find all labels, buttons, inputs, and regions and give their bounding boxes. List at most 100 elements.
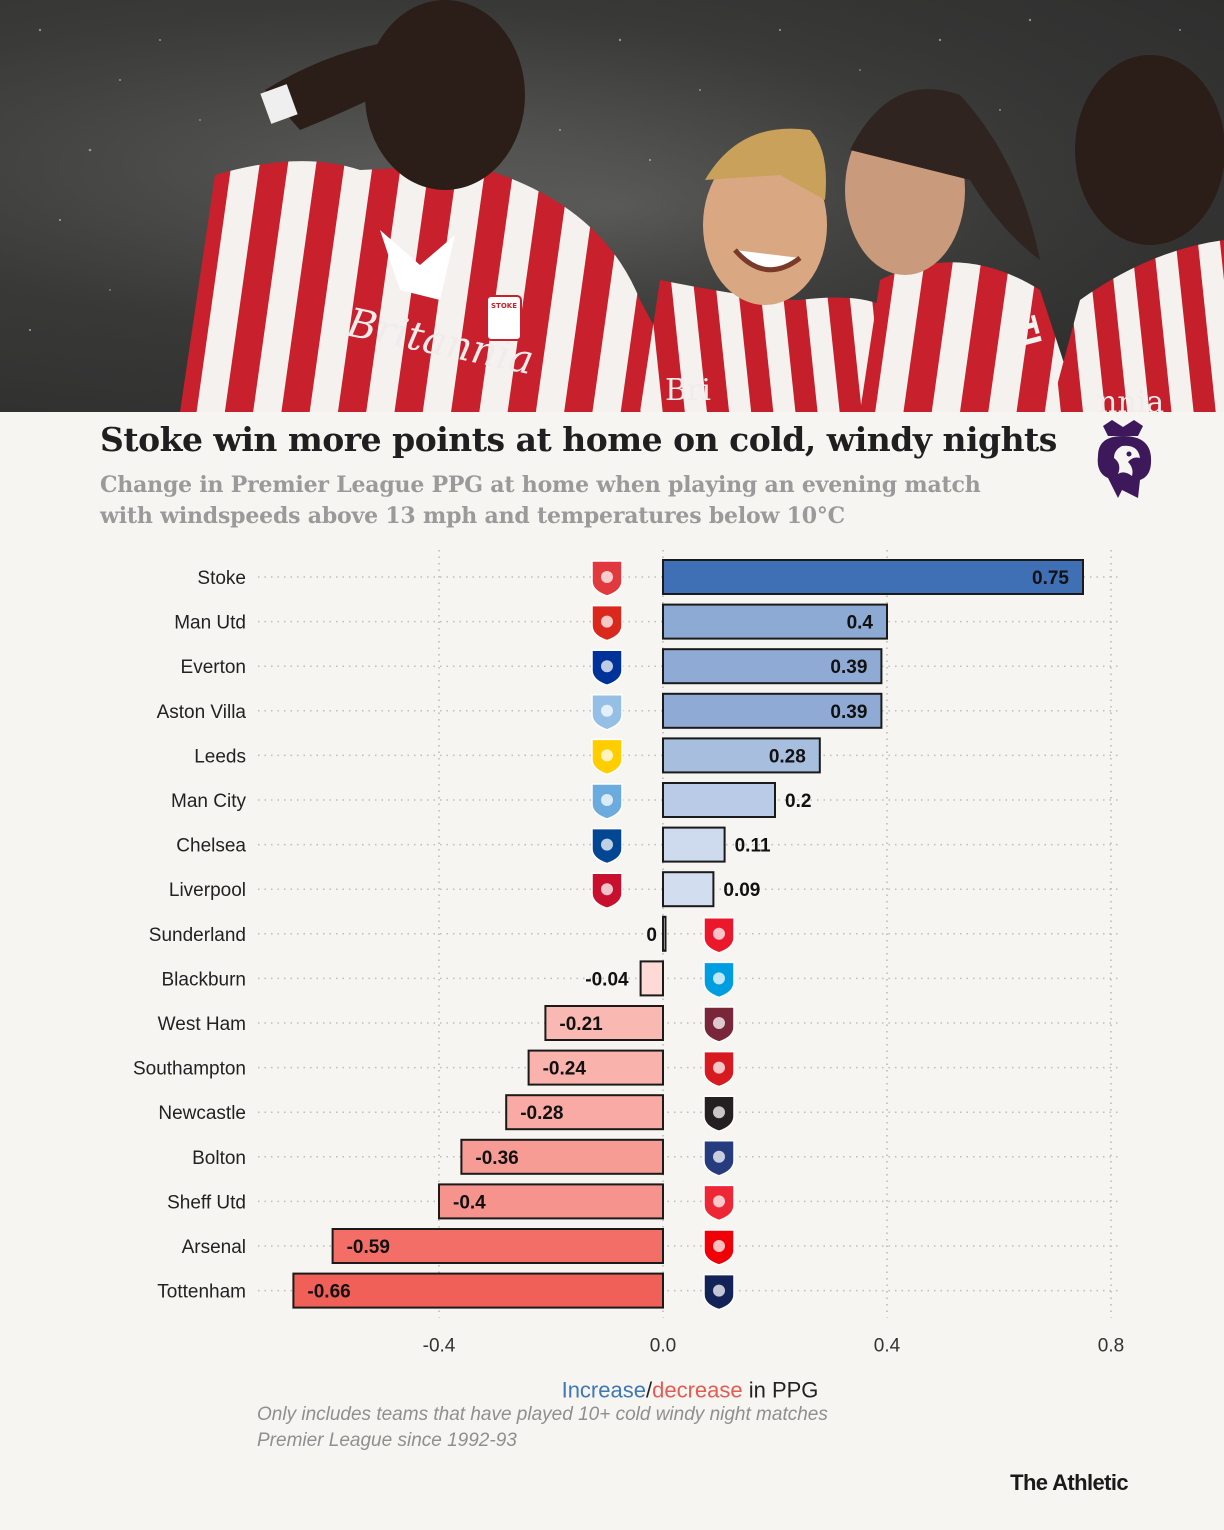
team-label: West Ham: [158, 1014, 246, 1035]
team-label: Aston Villa: [157, 702, 247, 723]
shirt-crest-text: STOKE: [491, 302, 517, 310]
team-crest-icon: [703, 1229, 735, 1266]
bar-value-label: 0.2: [785, 791, 811, 812]
bar: [662, 559, 1084, 595]
team-label: Man City: [171, 791, 246, 812]
team-label: Chelsea: [176, 836, 246, 857]
bar: [662, 648, 883, 685]
footnote: Only includes teams that have played 10+…: [257, 1402, 828, 1454]
bar-value-label: 0.11: [735, 836, 771, 857]
team-label: Liverpool: [169, 880, 246, 901]
x-axis: -0.4 0.0 0.4 0.8 Increase/decrease in PPG: [423, 1336, 1125, 1400]
bar: [331, 1228, 664, 1264]
team-crest-icon: [703, 1273, 735, 1311]
players-photo: Britannia STOKE Bri TI nnia: [0, 0, 1224, 412]
bar-value-label: -0.36: [475, 1148, 518, 1169]
x-tick-label: 0.4: [874, 1336, 901, 1357]
crest-emblem: [713, 1061, 725, 1074]
x-tick-label: 0.0: [650, 1336, 676, 1357]
bar: [662, 826, 726, 863]
bar: [662, 692, 883, 729]
team-label: Newcastle: [158, 1103, 246, 1124]
wristband: [260, 84, 298, 124]
crest-emblem: [601, 749, 613, 762]
footnote-line-1: Only includes teams that have played 10+…: [257, 1404, 828, 1425]
bar: [662, 782, 776, 818]
crest-emblem: [713, 972, 725, 985]
bar-value-label: -0.04: [585, 969, 629, 990]
team-label: Bolton: [192, 1148, 246, 1169]
bar-value-label: -0.4: [453, 1192, 486, 1213]
crest-emblem: [713, 1106, 725, 1119]
team-crest-icon: [591, 738, 623, 776]
bar-value-label: 0.28: [769, 746, 806, 767]
crest-emblem: [713, 1150, 725, 1163]
x-axis-title-decrease: decrease: [652, 1378, 743, 1400]
hero-photo: Britannia STOKE Bri TI nnia: [0, 0, 1224, 412]
team-label: Sheff Utd: [167, 1192, 246, 1213]
team-crest-icon: [591, 560, 623, 597]
bar-value-label: 0.39: [830, 657, 867, 678]
team-crest-icon: [703, 1140, 735, 1177]
shirt-crest: STOKE: [486, 295, 522, 341]
team-crest-icon: [591, 783, 623, 820]
team-crest-icon: [591, 827, 623, 865]
bar: [438, 1183, 664, 1220]
shirt-sponsor-text-2: Bri: [665, 373, 711, 408]
x-axis-title: Increase/decrease in PPG: [562, 1378, 819, 1400]
bar: [662, 737, 821, 774]
x-axis-title-increase: Increase: [562, 1378, 646, 1400]
brand-logo: The Athletic: [1010, 1470, 1128, 1495]
footnote-line-2: Premier League since 1992-93: [257, 1430, 517, 1451]
team-label: Tottenham: [157, 1282, 246, 1303]
crest-emblem: [713, 1240, 725, 1252]
x-axis-title-rest: in PPG: [743, 1378, 819, 1400]
crest-emblem: [713, 1017, 725, 1029]
bar: [662, 603, 888, 640]
team-label: Blackburn: [162, 969, 247, 990]
crest-emblem: [601, 794, 613, 806]
premier-league-lion-icon: [1097, 420, 1152, 498]
team-crest-icon: [703, 961, 735, 999]
bar: [639, 960, 664, 997]
team-crest-icon: [591, 649, 623, 686]
crest-emblem: [713, 1284, 725, 1297]
ppg-bar-chart: Stoke Man Utd Everton Aston Villa Leeds Man C…: [133, 550, 1125, 1400]
shirt-sponsor-text-3: nnia: [1098, 385, 1164, 412]
bar-value-label: 0.75: [1032, 568, 1069, 589]
team-crest-icon: [703, 1184, 735, 1222]
x-tick-label: 0.8: [1098, 1336, 1124, 1357]
x-axis-title-sep: /: [646, 1378, 653, 1400]
team-label: Sunderland: [149, 925, 246, 946]
crest-emblem: [601, 704, 613, 717]
bar: [460, 1138, 664, 1175]
team-crest-icon: [703, 1006, 735, 1043]
team-label: Everton: [181, 657, 246, 678]
team-label: Stoke: [197, 568, 246, 589]
team-crest-icon: [591, 872, 623, 909]
team-labels: Stoke Man Utd Everton Aston Villa Leeds Man C…: [133, 568, 247, 1303]
chart-title: Stoke win more points at home on cold, w…: [100, 420, 1057, 459]
bar: [662, 915, 667, 952]
team-crest-icon: [591, 694, 623, 731]
team-label: Man Utd: [174, 613, 246, 634]
team-crest-icon: [703, 1095, 735, 1132]
team-label: Leeds: [194, 746, 246, 767]
bar: [505, 1094, 665, 1131]
team-crest-icon: [703, 1050, 735, 1088]
crest-emblem: [601, 838, 613, 851]
bar: [527, 1049, 664, 1086]
crest-emblem: [601, 571, 613, 583]
team-label: Arsenal: [182, 1237, 246, 1258]
bar: [292, 1272, 664, 1309]
bar-value-label: 0: [646, 925, 657, 946]
bar-value-label: -0.59: [347, 1237, 390, 1258]
bar-value-label: -0.21: [559, 1014, 603, 1035]
bar-value-label: -0.28: [520, 1103, 563, 1124]
bar-value-label: 0.4: [847, 613, 874, 634]
bar-value-label: 0.39: [830, 702, 867, 723]
crest-emblem: [601, 883, 613, 896]
bar-value-label: -0.24: [543, 1059, 587, 1080]
x-tick-label: -0.4: [423, 1336, 456, 1357]
bars: 0.75 0.4 0.39 0.39 0.28 0.2 0.11 0.09 0 -0.04 -0.2…: [292, 559, 1084, 1311]
